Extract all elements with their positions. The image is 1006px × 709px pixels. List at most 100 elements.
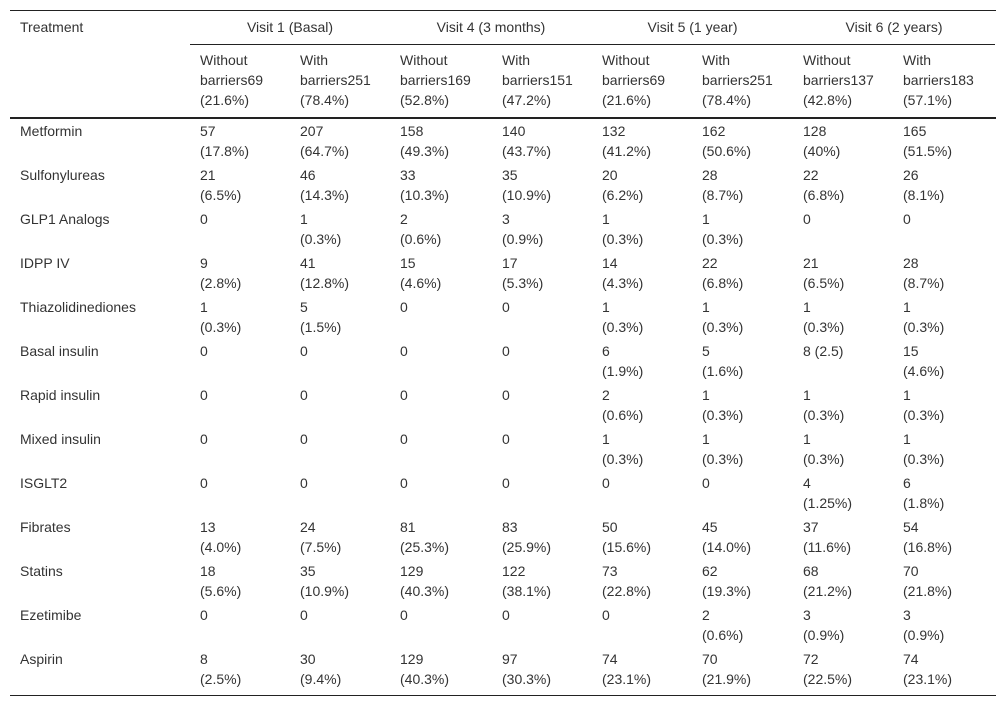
cell: 8 (2.5) [803, 341, 843, 361]
cell-line: 57 [200, 123, 216, 139]
cell-line: 54 [903, 519, 919, 535]
cell: 18 (5.6%) [200, 561, 241, 601]
cell-line: 17 [502, 255, 518, 271]
cell: 74 (23.1%) [903, 649, 952, 689]
cell: 0 [400, 429, 408, 449]
cell-line: 18 [200, 563, 216, 579]
row-label: Fibrates [20, 519, 71, 535]
cell-line: 1 [803, 299, 811, 315]
cell-line: (0.9%) [502, 231, 544, 247]
cell-line: (10.9%) [502, 187, 552, 203]
cell: 165 (51.5%) [903, 121, 952, 161]
cell-line: (21.9%) [702, 671, 752, 687]
cell-line: (0.3%) [903, 451, 945, 467]
cell-line: 83 [502, 519, 518, 535]
cell-line: (0.6%) [602, 407, 644, 423]
cell-line: (6.5%) [200, 187, 242, 203]
cell-line: (0.3%) [702, 407, 744, 423]
cell-line: 70 [702, 651, 718, 667]
cell-line: barriers69 [602, 72, 666, 88]
cell-line: (25.9%) [502, 539, 552, 555]
cell-line: (43.7%) [502, 143, 552, 159]
cell-line: 1 [803, 387, 811, 403]
cell-line: (19.3%) [702, 583, 752, 599]
cell-line: 20 [602, 167, 618, 183]
cell-line: 2 [602, 387, 610, 403]
cell-line: 8 [200, 651, 208, 667]
cell-line: (0.3%) [803, 451, 845, 467]
cell: 35 (10.9%) [300, 561, 349, 601]
cell-line: 5 [300, 299, 308, 315]
cell-line: 128 [803, 123, 827, 139]
cell: 1 (0.3%) [702, 297, 743, 337]
cell: 6 (1.8%) [903, 473, 944, 513]
cell-line: (50.6%) [702, 143, 752, 159]
cell: 1 (0.3%) [602, 429, 643, 469]
row-label: Mixed insulin [20, 431, 101, 447]
cell: 5 (1.6%) [702, 341, 743, 381]
cell: 15 (4.6%) [903, 341, 944, 381]
subheader: Without barriers137 (42.8%) [803, 50, 874, 110]
cell-line: 0 [502, 607, 510, 623]
cell-line: 0 [200, 211, 208, 227]
cell-line: (4.6%) [400, 275, 442, 291]
cell-line: 0 [300, 387, 308, 403]
cell-line: 1 [602, 431, 610, 447]
cell-line: Without [400, 52, 448, 68]
cell-line: (8.1%) [903, 187, 945, 203]
cell-line: 70 [903, 563, 919, 579]
cell: 0 [300, 429, 308, 449]
cell-line: 0 [502, 387, 510, 403]
cell-line: 207 [300, 123, 324, 139]
cell-line: barriers251 [702, 72, 773, 88]
cell-line: 0 [400, 607, 408, 623]
cell-line: (11.6%) [803, 539, 851, 555]
cell-line: barriers183 [903, 72, 974, 88]
cell-line: (30.3%) [502, 671, 552, 687]
cell-line: (1.5%) [300, 319, 342, 335]
cell-line: Without [803, 52, 851, 68]
cell-line: 0 [200, 607, 208, 623]
cell-line: (42.8%) [803, 92, 853, 108]
cell-line: 132 [602, 123, 626, 139]
cell-line: (2.8%) [200, 275, 242, 291]
cell: 0 [602, 473, 610, 493]
cell: 140 (43.7%) [502, 121, 551, 161]
cell-line: (0.3%) [200, 319, 242, 335]
cell-line: (78.4%) [300, 92, 350, 108]
cell-line: 5 [702, 343, 710, 359]
cell-line: With [300, 52, 328, 68]
cell: 0 [602, 605, 610, 625]
cell-line: 6 [602, 343, 610, 359]
cell-line: 3 [803, 607, 811, 623]
cell-line: 3 [502, 211, 510, 227]
cell: 0 [200, 385, 208, 405]
cell-line: 129 [400, 563, 424, 579]
cell-line: 74 [602, 651, 618, 667]
cell-line: 0 [803, 211, 811, 227]
cell-line: barriers169 [400, 72, 471, 88]
cell: 1 (0.3%) [602, 209, 643, 249]
group-header: Visit 5 (1 year) [647, 19, 738, 35]
cell-line: (21.8%) [903, 583, 953, 599]
cell-line: (0.3%) [803, 407, 845, 423]
cell-line: With [702, 52, 730, 68]
cell-line: 4 [803, 475, 811, 491]
cell: 0 [502, 605, 510, 625]
cell: 1 (0.3%) [803, 429, 844, 469]
cell-line: 15 [400, 255, 416, 271]
cell: 28 (8.7%) [702, 165, 743, 205]
row-label: Rapid insulin [20, 387, 101, 403]
subheader: With barriers251 (78.4%) [702, 50, 773, 110]
cell-line: 21 [200, 167, 216, 183]
cell-line: (23.1%) [903, 671, 953, 687]
cell-line: (6.8%) [702, 275, 744, 291]
cell-line: 73 [602, 563, 618, 579]
cell: 41 (12.8%) [300, 253, 349, 293]
cell-line: 1 [200, 299, 208, 315]
cell: 128 (40%) [803, 121, 840, 161]
cell: 1 (0.3%) [803, 297, 844, 337]
cell-line: (57.1%) [903, 92, 953, 108]
cell: 17 (5.3%) [502, 253, 543, 293]
cell-line: 8 (2.5) [803, 343, 844, 359]
